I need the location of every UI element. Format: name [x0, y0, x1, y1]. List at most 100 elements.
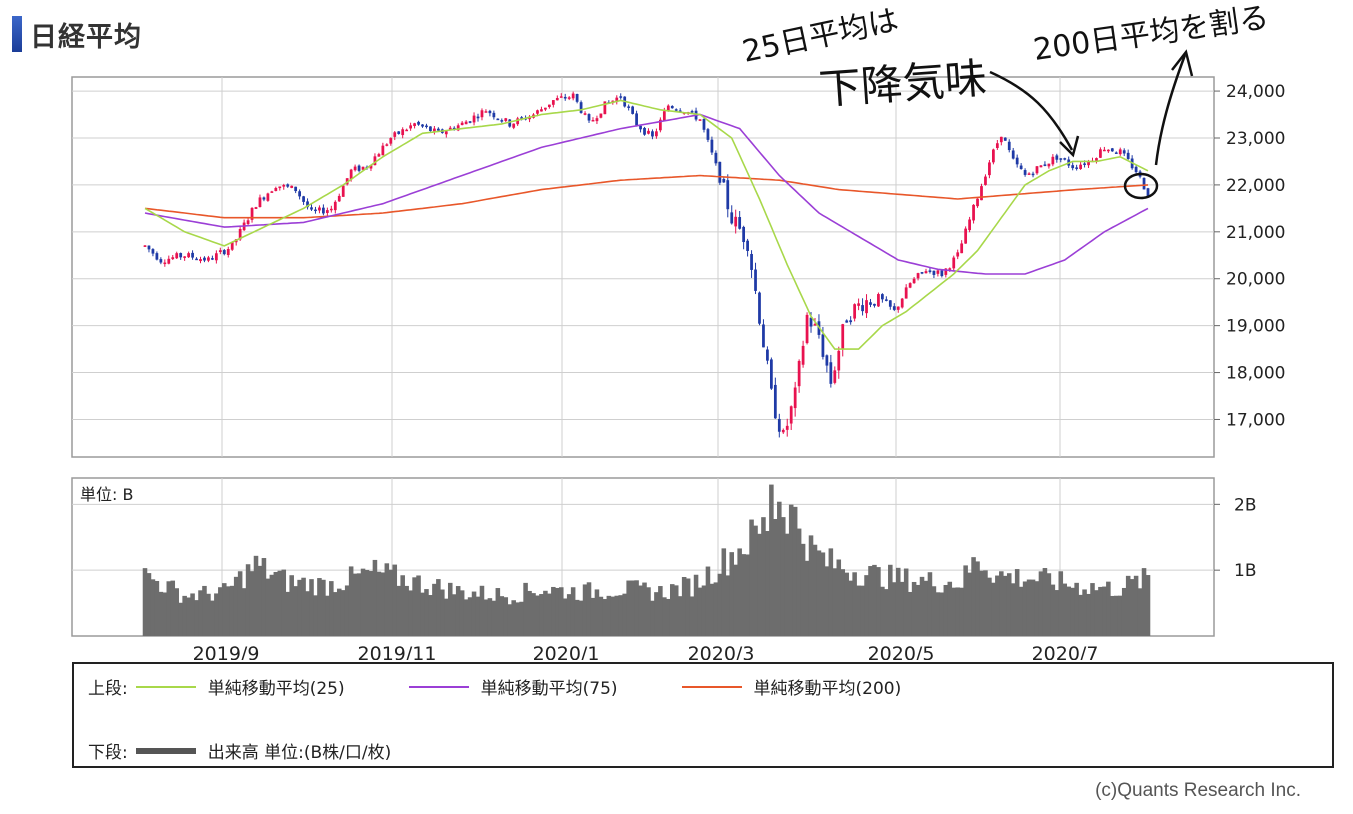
volume-bar — [662, 597, 667, 636]
price-candles — [143, 91, 1150, 438]
candle-body — [1103, 149, 1106, 152]
candle-body — [389, 138, 393, 144]
volume-bar — [277, 570, 283, 636]
volume-bar — [626, 580, 631, 636]
candle-body — [1083, 163, 1086, 165]
volume-bar — [293, 586, 298, 636]
title-bar: 日経平均 — [12, 14, 142, 54]
candle-body — [559, 96, 563, 98]
candle-body — [777, 418, 781, 432]
volume-bar — [614, 595, 620, 636]
candle-body — [282, 184, 286, 187]
candle-body — [536, 110, 539, 114]
candle-body — [853, 304, 857, 319]
legend-ma25-swatch — [135, 685, 196, 688]
volume-bar — [800, 543, 806, 636]
candle-body — [988, 162, 991, 176]
candle-body — [290, 185, 294, 188]
candle-body — [734, 216, 738, 227]
volume-bar — [899, 581, 905, 636]
volume-bar — [935, 592, 941, 636]
volume-bar — [202, 585, 207, 636]
candle-body — [892, 306, 896, 310]
candle-body — [869, 302, 872, 305]
volume-bar — [884, 589, 889, 636]
volume-bar — [864, 575, 869, 636]
candle-body — [512, 123, 516, 128]
volume-bar — [1102, 586, 1107, 636]
legend-ma200-label: 単純移動平均(200) — [753, 679, 902, 699]
candle-body — [318, 207, 321, 211]
volume-bar — [531, 593, 536, 636]
candle-body — [1039, 165, 1043, 168]
candle-body — [1146, 188, 1150, 198]
volume-bar — [539, 594, 544, 636]
candle-body — [754, 269, 757, 291]
legend-volume: 出来高 単位:(B株/口/枚) — [128, 738, 392, 763]
candle-body — [837, 350, 841, 371]
volume-bar — [1026, 579, 1032, 636]
candle-body — [183, 256, 187, 258]
volume-bar — [269, 574, 275, 636]
volume-bar — [745, 554, 750, 636]
volume-bar — [555, 587, 560, 636]
volume-bar — [206, 593, 211, 636]
volume-bar — [321, 579, 326, 636]
volume-bar — [400, 575, 405, 636]
volume-bar — [424, 589, 429, 636]
candle-body — [361, 166, 365, 170]
candle-body — [841, 324, 845, 350]
volume-bar — [1038, 571, 1044, 636]
volume-bar — [749, 519, 754, 636]
candle-body — [1122, 150, 1126, 154]
candle-body — [1110, 148, 1114, 152]
volume-bar — [880, 586, 885, 636]
x-ticks: 2019/9 2019/11 2020/1 2020/3 2020/5 2020/7 — [193, 643, 1099, 660]
volume-bar — [376, 571, 382, 636]
volume-bar — [1133, 575, 1139, 636]
candle-body — [433, 128, 436, 132]
candle-body — [302, 196, 305, 202]
candle-body — [1011, 150, 1015, 159]
volume-bar — [535, 595, 540, 636]
candle-body — [1031, 173, 1035, 176]
volume-bar — [384, 563, 390, 636]
volume-bar — [1022, 581, 1028, 636]
volume-bar — [784, 533, 790, 636]
legend-lower-row: 下段: 出来高 単位:(B株/口/枚) — [88, 738, 447, 763]
candle-body — [1114, 152, 1118, 154]
volume-bar — [519, 601, 524, 636]
candle-body — [968, 219, 971, 231]
candle-body — [956, 252, 960, 257]
volume-bar — [182, 595, 187, 636]
legend-volume-label: 出来高 単位:(B株/口/枚) — [207, 743, 392, 763]
candle-body — [789, 406, 793, 424]
candle-body — [881, 294, 884, 300]
candle-body — [992, 149, 995, 163]
price-y-tick-label: 17,000 — [1226, 410, 1285, 430]
legend-ma75: 単純移動平均(75) — [401, 674, 618, 699]
candle-body — [377, 154, 381, 157]
volume-bar — [824, 566, 830, 636]
candle-body — [373, 156, 377, 166]
volume-bar — [709, 583, 715, 636]
candle-body — [1035, 166, 1039, 174]
title-marker — [12, 16, 22, 52]
candle-body — [191, 252, 194, 258]
price-y-tick-label: 19,000 — [1226, 317, 1285, 337]
volume-bar — [737, 548, 742, 636]
candle-body — [579, 102, 583, 113]
volume-bar — [848, 580, 853, 636]
candle-body — [995, 143, 999, 149]
candle-body — [266, 193, 270, 201]
volume-bar — [788, 504, 794, 636]
volume-bar — [1062, 583, 1068, 636]
candle-body — [167, 258, 171, 264]
volume-bar — [753, 525, 758, 636]
volume-bar — [1010, 583, 1016, 636]
volume-bar — [281, 569, 287, 636]
candle-body — [294, 186, 298, 192]
candle-body — [1007, 141, 1011, 151]
volume-bar — [487, 598, 493, 636]
volume-bar — [693, 574, 699, 636]
